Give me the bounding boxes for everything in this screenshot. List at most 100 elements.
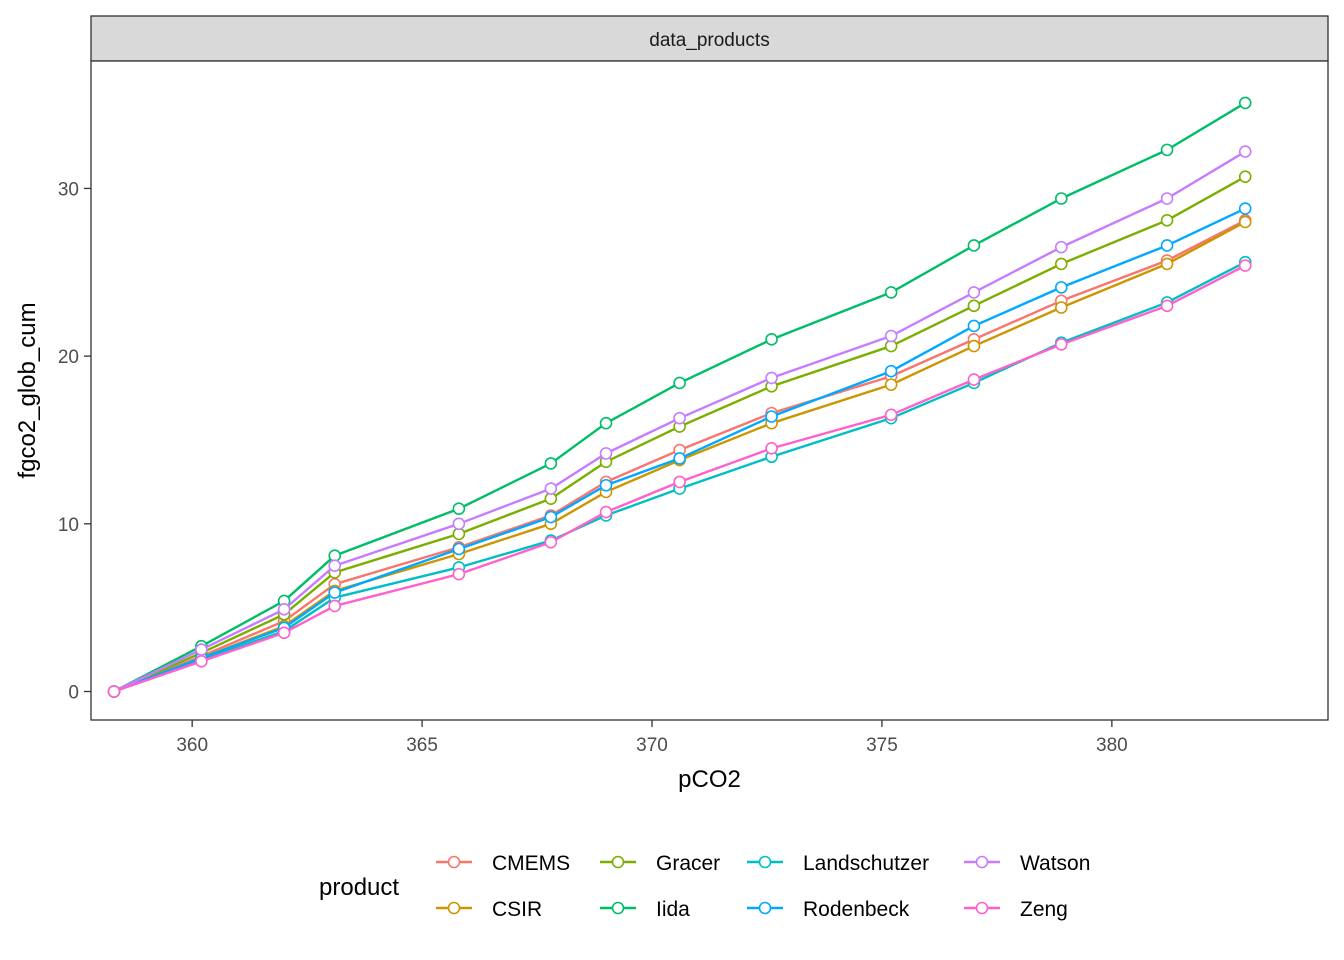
- data-point: [673, 411, 686, 425]
- data-point: [765, 371, 778, 385]
- data-point: [599, 478, 613, 492]
- data-point: [1054, 257, 1068, 271]
- facet-strip: data_products: [90, 15, 1329, 62]
- series-zeng: [107, 259, 1252, 698]
- legend-item-landschutzer: Landschutzer: [747, 852, 929, 875]
- data-point: [1160, 143, 1174, 157]
- x-tick-label: 375: [866, 735, 898, 756]
- data-point: [328, 559, 342, 573]
- legend-item-gracer: Gracer: [600, 852, 720, 875]
- data-point: [967, 339, 981, 353]
- legend-label: Zeng: [1020, 898, 1068, 921]
- data-point: [328, 599, 342, 613]
- data-point: [599, 447, 613, 460]
- data-point: [967, 373, 981, 386]
- legend-item-iida: Iida: [600, 898, 690, 921]
- y-tick-label: 10: [58, 515, 79, 536]
- series-line-rodenbeck: [113, 207, 1246, 693]
- data-point: [967, 286, 981, 299]
- series-line-csir: [113, 220, 1246, 693]
- data-point: [765, 333, 778, 346]
- y-axis-title: fgco2_glob_cum: [14, 302, 41, 478]
- x-tick-label: 360: [176, 735, 208, 756]
- data-point: [1054, 301, 1068, 314]
- y-tick-label: 20: [58, 347, 79, 368]
- legend-key-point: [758, 855, 772, 869]
- data-point: [277, 603, 291, 616]
- legend-key-point: [611, 855, 625, 869]
- y-tick-label: 0: [68, 682, 79, 703]
- data-point: [1238, 202, 1252, 215]
- data-point: [884, 408, 898, 422]
- data-point: [195, 643, 208, 656]
- series-line-cmems: [113, 219, 1246, 693]
- legend-key-point: [758, 901, 772, 915]
- legend-key-point: [975, 901, 989, 915]
- data-point: [967, 299, 981, 313]
- data-point: [1054, 240, 1068, 254]
- x-tick-label: 370: [636, 735, 668, 756]
- data-point: [452, 542, 466, 556]
- series-line-watson: [113, 150, 1246, 693]
- facet-label: data_products: [649, 30, 769, 51]
- y-tick-label: 30: [58, 179, 79, 200]
- x-tick-label: 365: [406, 735, 438, 756]
- data-point: [884, 329, 898, 343]
- data-point: [967, 239, 981, 252]
- legend-key-point: [975, 855, 989, 869]
- data-point: [1238, 215, 1252, 229]
- data-point: [544, 535, 558, 549]
- data-point: [544, 482, 558, 495]
- x-tick-label: 380: [1096, 735, 1128, 756]
- legend-key-point: [447, 855, 461, 869]
- data-point: [544, 457, 558, 470]
- data-point: [765, 442, 778, 455]
- data-point: [599, 416, 613, 430]
- legend-title: product: [319, 874, 399, 901]
- data-point: [673, 475, 686, 489]
- legend-label: CSIR: [492, 898, 542, 921]
- legend-label: Landschutzer: [803, 852, 929, 875]
- data-point: [599, 505, 613, 519]
- legend-key-point: [447, 901, 461, 915]
- data-point: [328, 586, 342, 599]
- series-line-gracer: [113, 175, 1246, 693]
- data-point: [1160, 214, 1174, 227]
- legend-item-zeng: Zeng: [964, 898, 1068, 921]
- legend-label: CMEMS: [492, 852, 570, 875]
- data-point: [107, 685, 121, 698]
- data-point: [452, 517, 466, 531]
- x-axis: 360 365 370 375 380: [176, 720, 1128, 756]
- legend-label: Iida: [656, 898, 690, 921]
- data-point: [765, 410, 778, 423]
- data-point: [1160, 299, 1174, 313]
- data-point: [1054, 281, 1068, 294]
- data-point: [1054, 338, 1068, 351]
- legend-item-rodenbeck: Rodenbeck: [747, 898, 910, 921]
- legend-item-watson: Watson: [964, 852, 1090, 875]
- legend-item-csir: CSIR: [436, 898, 542, 921]
- data-point: [967, 319, 981, 333]
- plot-panel: [90, 60, 1329, 721]
- series-line-iida: [113, 101, 1246, 693]
- data-point: [1160, 239, 1174, 252]
- data-point: [544, 510, 558, 524]
- data-point: [1160, 257, 1174, 271]
- data-point: [884, 364, 898, 378]
- data-point: [277, 626, 291, 640]
- series-layer: [107, 96, 1252, 698]
- series-line-zeng: [113, 264, 1246, 693]
- x-axis-title: pCO2: [678, 766, 741, 793]
- data-point: [1160, 192, 1174, 205]
- data-point: [452, 567, 466, 581]
- y-axis: 0 10 20 30: [58, 179, 91, 703]
- legend-label: Watson: [1020, 852, 1090, 875]
- legend-label: Gracer: [656, 852, 720, 875]
- data-point: [1054, 192, 1068, 205]
- data-point: [673, 452, 686, 465]
- data-point: [1238, 145, 1252, 158]
- data-point: [884, 378, 898, 391]
- data-point: [1238, 259, 1252, 272]
- legend-key-point: [611, 901, 625, 915]
